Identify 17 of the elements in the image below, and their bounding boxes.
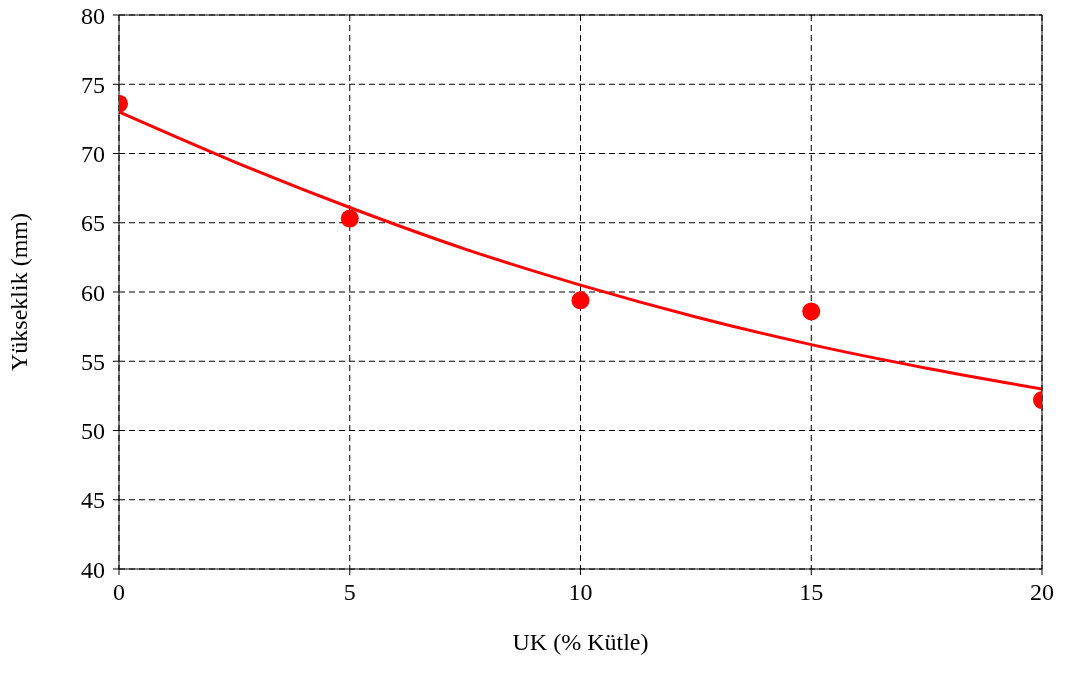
- y-axis-title: Yükseklik (mm): [5, 213, 32, 371]
- x-tick-label: 5: [343, 579, 356, 606]
- y-tick-label: 65: [81, 210, 105, 237]
- y-tick-label: 80: [81, 2, 105, 29]
- y-tick-label: 40: [81, 556, 105, 583]
- x-tick-label: 20: [1030, 579, 1054, 606]
- y-tick-label: 70: [81, 141, 105, 168]
- x-tick-label: 0: [113, 579, 125, 606]
- x-axis-title: UK (% Kütle): [512, 629, 649, 655]
- point: [571, 291, 590, 310]
- x-tick-label: 10: [568, 579, 593, 606]
- x-tick-label: 15: [799, 579, 824, 606]
- y-tick-label: 45: [81, 487, 105, 514]
- y-tick-label: 75: [81, 71, 105, 98]
- y-tick-label: 55: [81, 348, 105, 375]
- y-tick-label: 50: [81, 418, 105, 445]
- y-tick-label: 60: [81, 279, 105, 306]
